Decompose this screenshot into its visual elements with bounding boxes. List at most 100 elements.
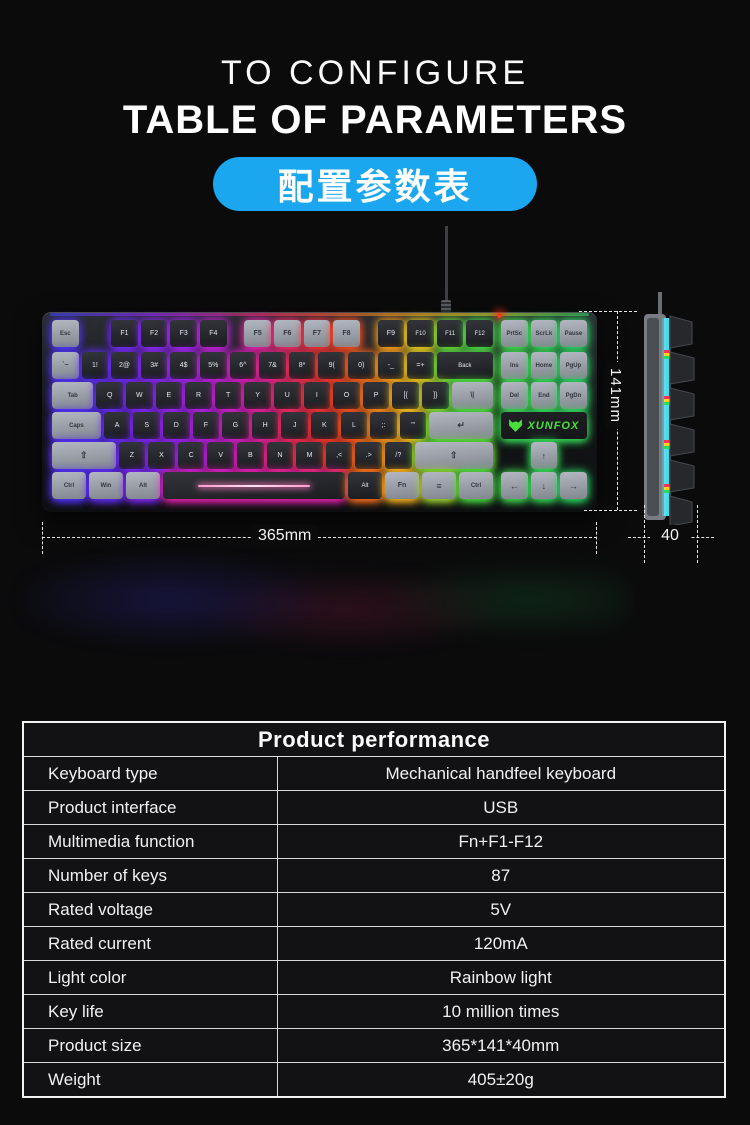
spec-value: 120mA — [276, 926, 726, 961]
keyboard-key: F2 — [140, 320, 168, 347]
keyboard-key: R — [185, 382, 212, 409]
keyboard-key: PgUp — [560, 352, 587, 379]
keyboard-key: 9( — [318, 352, 345, 379]
key-label: PgUp — [565, 362, 582, 369]
key-label: W — [135, 392, 143, 399]
keyboard-key: ↓ — [530, 472, 558, 499]
keyboard-key: Fn — [385, 472, 419, 499]
key-label: ↓ — [541, 480, 547, 491]
keyboard-key: 6^ — [229, 352, 257, 379]
key-label: F10 — [415, 330, 426, 337]
spec-label: Rated current — [22, 926, 278, 961]
keyboard-key: 8* — [288, 352, 316, 379]
key-label: Ctrl — [63, 482, 75, 489]
keyboard-key: 5% — [200, 352, 227, 379]
spec-row: Number of keys 87 — [22, 858, 726, 893]
spec-value: 365*141*40mm — [276, 1028, 726, 1063]
product-photo-area: Esc F1 F2 F3 F4 F5 F6 F7 F8 F9 F10 F11 F12 `~ 1! 2@ 3# 4$… — [0, 210, 750, 715]
key-label: → — [568, 480, 578, 491]
keyboard-key: ← — [501, 472, 528, 499]
key-label: 2@ — [118, 362, 130, 369]
spec-label: Product interface — [22, 790, 278, 825]
keyboard-key: PgDn — [560, 382, 587, 409]
keyboard-key: 0) — [348, 352, 375, 379]
page-title-line1: TO CONFIGURE — [220, 54, 530, 92]
title-block: TO CONFIGURE TABLE OF PARAMETERS 配置参数表 — [0, 0, 750, 211]
key-label: ,< — [336, 452, 343, 459]
keyboard-key: F8 — [333, 320, 360, 347]
keyboard-key: ⇧ — [52, 442, 116, 469]
keyboard-key: F10 — [407, 320, 434, 347]
key-label: F5 — [253, 330, 262, 337]
key-label: F3 — [179, 330, 188, 337]
key-label: Y — [255, 392, 261, 399]
key-label: H — [262, 422, 268, 429]
spec-section: Product performance Keyboard type Mechani… — [22, 721, 726, 1098]
depth-dim-tick-left — [644, 505, 645, 563]
key-label: C — [188, 452, 194, 459]
key-label: Home — [535, 362, 553, 369]
key-label: T — [225, 392, 231, 399]
page-title-line2: TABLE OF PARAMETERS — [122, 98, 628, 142]
key-label: K — [321, 422, 327, 429]
key-label: 5% — [208, 362, 219, 369]
keyboard-key: 2@ — [111, 352, 138, 379]
key-label: F8 — [342, 330, 351, 337]
key-label: V — [218, 452, 224, 459]
keyboard-key: Win — [89, 472, 123, 499]
spec-label: Number of keys — [22, 858, 278, 893]
width-dimension-line — [42, 537, 597, 538]
key-label: F1 — [120, 330, 129, 337]
keyboard-key: F6 — [274, 320, 301, 347]
spec-label: Key life — [22, 994, 278, 1029]
key-label: F9 — [386, 330, 395, 337]
keyboard-key: L — [340, 412, 368, 439]
spec-row: Key life 10 million times — [22, 994, 726, 1029]
key-label: Back — [458, 362, 472, 369]
keyboard-key: /? — [385, 442, 412, 469]
light-reflection — [20, 510, 630, 700]
keyboard-key: P — [362, 382, 390, 409]
spec-value: Rainbow light — [276, 960, 726, 995]
keyboard-image: Esc F1 F2 F3 F4 F5 F6 F7 F8 F9 F10 F11 F12 `~ 1! 2@ 3# 4$… — [42, 312, 597, 512]
key-label: Alt — [139, 482, 147, 489]
key-label: Tab — [67, 392, 78, 399]
key-label: R — [195, 392, 202, 399]
usb-cable — [445, 226, 448, 302]
keyboard-key: ScrLk — [530, 320, 558, 347]
keyboard-key: -_ — [377, 352, 405, 379]
key-label: A — [114, 422, 120, 429]
key-label: I — [315, 392, 318, 399]
key-label: D — [173, 422, 179, 429]
keyboard-key: \| — [451, 382, 493, 409]
keyboard-key: 4$ — [170, 352, 197, 379]
key-label: B — [247, 452, 253, 459]
key-label: F11 — [445, 330, 456, 337]
side-cable-stem — [658, 292, 662, 316]
key-label: ≡ — [436, 480, 442, 491]
spec-label: Keyboard type — [22, 756, 278, 791]
key-label: 7& — [268, 362, 277, 369]
keyboard-key: M — [296, 442, 323, 469]
key-label: 4$ — [179, 362, 188, 369]
height-dim-connector-top — [579, 311, 637, 312]
key-label: J — [292, 422, 297, 429]
keyboard-side-view — [644, 292, 695, 527]
side-glow-strip — [664, 318, 669, 516]
keyboard-key: → — [560, 472, 587, 499]
key-label: Ctrl — [470, 482, 482, 489]
spec-value: 405±20g — [276, 1062, 726, 1098]
keyboard-key: ↵ — [429, 412, 493, 439]
key-label: 8* — [298, 362, 306, 369]
key-label: `~ — [62, 362, 69, 369]
spec-row: Multimedia function Fn+F1-F12 — [22, 824, 726, 859]
keyboard-key: Y — [244, 382, 271, 409]
key-label: Caps — [69, 422, 84, 429]
keyboard-key: H — [251, 412, 279, 439]
key-label: E — [166, 392, 172, 399]
spec-row: Rated voltage 5V — [22, 892, 726, 927]
spec-value: 87 — [276, 858, 726, 893]
key-label: G — [232, 422, 239, 429]
keyboard-key: I — [303, 382, 331, 409]
keyboard-key: B — [237, 442, 264, 469]
